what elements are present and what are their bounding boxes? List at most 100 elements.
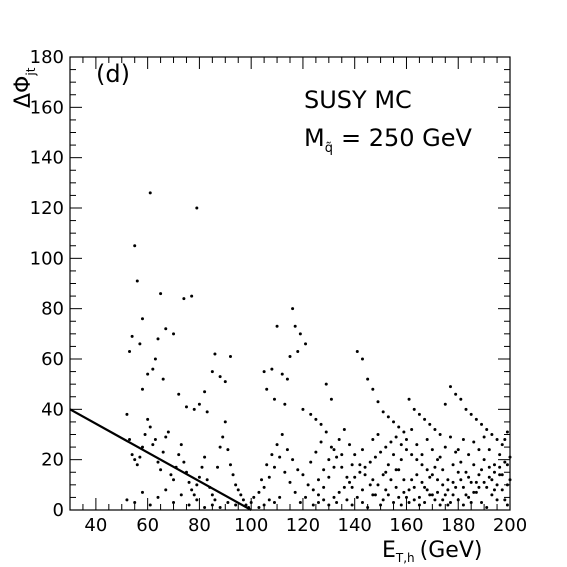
data-point — [498, 453, 502, 457]
data-point — [226, 448, 230, 452]
data-point — [448, 435, 452, 439]
data-point — [223, 380, 227, 384]
data-point — [415, 473, 419, 477]
data-point — [319, 440, 323, 444]
data-point — [404, 448, 408, 452]
data-point — [179, 443, 183, 447]
data-point — [340, 453, 344, 457]
data-point — [495, 483, 499, 487]
data-point — [363, 473, 367, 477]
data-point — [472, 463, 476, 467]
data-point — [153, 357, 157, 361]
data-point — [399, 503, 403, 507]
data-point — [428, 422, 432, 426]
data-point — [433, 465, 437, 469]
tick-labels: 40 60 80 100 120 140 160 180 200 0 20 40 60 80 100 120 1… — [30, 47, 528, 536]
data-point — [298, 500, 302, 504]
data-point — [480, 500, 484, 504]
data-point — [228, 463, 232, 467]
data-point — [159, 292, 163, 296]
data-point — [314, 450, 318, 454]
data-point — [327, 458, 331, 462]
data-point — [332, 448, 336, 452]
data-point — [161, 377, 165, 381]
cut-line-layer — [69, 408, 252, 511]
data-point — [327, 503, 331, 507]
data-point — [156, 460, 160, 464]
data-point — [135, 463, 139, 467]
data-point — [436, 490, 440, 494]
data-point — [324, 382, 328, 386]
data-point — [464, 493, 468, 497]
axis-ticks — [69, 56, 511, 511]
data-point — [280, 433, 284, 436]
data-point — [143, 433, 147, 436]
data-point — [373, 455, 377, 459]
data-point — [423, 500, 427, 504]
data-point — [228, 354, 232, 358]
data-point — [187, 503, 191, 507]
data-point — [441, 498, 445, 502]
data-point — [420, 480, 424, 484]
data-point — [298, 332, 302, 336]
data-point — [410, 427, 414, 431]
data-point — [138, 342, 142, 346]
data-point — [503, 438, 507, 442]
data-point — [184, 405, 188, 409]
data-point — [293, 324, 297, 328]
data-point — [197, 402, 201, 406]
data-point — [213, 352, 217, 356]
y-axis-label-sub: jt — [24, 67, 38, 76]
data-point — [151, 443, 155, 447]
data-point — [187, 480, 191, 484]
data-point — [301, 473, 305, 477]
data-point — [402, 490, 406, 494]
data-point — [239, 493, 243, 497]
x-axis-label-unit: (GeV) — [420, 538, 483, 563]
data-point — [169, 473, 173, 477]
data-point — [508, 455, 512, 459]
data-point — [288, 354, 292, 358]
data-point — [316, 493, 320, 497]
data-point — [469, 480, 473, 484]
data-point — [135, 279, 139, 283]
data-point — [492, 488, 496, 492]
data-point — [399, 458, 403, 462]
data-point — [443, 445, 447, 449]
y-tick-label: 60 — [41, 349, 64, 370]
x-tick-label: 180 — [441, 515, 475, 536]
data-point — [394, 468, 398, 472]
data-point — [389, 440, 393, 444]
data-points — [125, 191, 512, 509]
data-point — [495, 498, 499, 502]
data-point — [373, 493, 377, 497]
data-point — [223, 420, 227, 424]
y-tick-label: 0 — [53, 500, 64, 521]
data-point — [448, 500, 452, 504]
data-point — [210, 370, 214, 374]
data-point — [464, 470, 468, 474]
data-point — [190, 294, 194, 298]
data-point — [436, 458, 440, 462]
data-point — [469, 412, 473, 416]
data-point — [164, 488, 168, 492]
data-point — [368, 460, 372, 464]
data-point — [446, 478, 450, 482]
data-point — [402, 430, 406, 434]
data-point — [456, 470, 460, 474]
data-point — [272, 397, 276, 401]
annotation-line1: SUSY MC — [304, 86, 412, 114]
data-point — [456, 448, 460, 452]
data-point — [275, 324, 279, 328]
data-point — [480, 468, 484, 472]
data-point — [454, 450, 458, 454]
data-point — [474, 490, 478, 494]
data-point — [164, 435, 168, 439]
data-point — [301, 407, 305, 411]
x-tick-label: 120 — [286, 515, 320, 536]
x-tick-label: 160 — [389, 515, 423, 536]
x-tick-label: 100 — [234, 515, 268, 536]
data-point — [474, 417, 478, 421]
data-point — [386, 415, 390, 419]
data-point — [252, 495, 256, 499]
